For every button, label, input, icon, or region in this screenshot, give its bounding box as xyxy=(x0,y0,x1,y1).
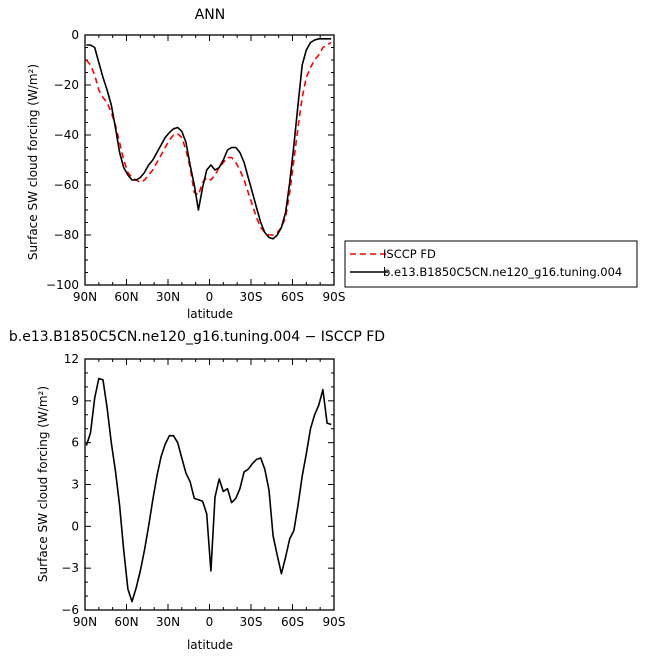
x-tick-label: 30S xyxy=(240,615,263,629)
y-tick-label: −60 xyxy=(54,178,79,192)
series-line-model xyxy=(86,37,332,240)
bottom-series-group xyxy=(85,377,332,603)
top-y-axis-label: Surface SW cloud forcing (W/m²) xyxy=(26,64,40,260)
top-series-group xyxy=(85,37,332,240)
bottom-y-axis-label: Surface SW cloud forcing (W/m²) xyxy=(36,386,50,582)
y-tick-label: 0 xyxy=(71,519,79,533)
top-panel: ANN 90N 60N 30N 0 30S 60S 90S 0 −20 −40 −60 −80 −100… xyxy=(26,7,638,321)
x-tick-label: 90N xyxy=(73,290,97,304)
x-tick-label: 0 xyxy=(206,615,214,629)
x-tick-label: 30S xyxy=(240,290,263,304)
x-tick-label: 60S xyxy=(281,290,304,304)
y-tick-label: 0 xyxy=(71,28,79,42)
series-line-difference xyxy=(85,377,332,603)
x-tick-label: 60N xyxy=(114,615,138,629)
legend-label-isccp: ISCCP FD xyxy=(383,247,436,261)
x-tick-label: 30N xyxy=(156,615,180,629)
bottom-x-axis-label: latitude xyxy=(187,638,233,652)
x-tick-label: 90S xyxy=(323,290,346,304)
bottom-axis-ticks: 90N 60N 30N 0 30S 60S 90S 12 9 6 3 0 −3 −6 xyxy=(61,352,345,629)
y-tick-label: −6 xyxy=(61,603,79,617)
x-tick-label: 60N xyxy=(114,290,138,304)
x-tick-label: 60S xyxy=(281,615,304,629)
x-tick-label: 90N xyxy=(73,615,97,629)
legend-box xyxy=(344,240,638,288)
bottom-chart-title: b.e13.B1850C5CN.ne120_g16.tuning.004 − I… xyxy=(9,329,385,345)
y-tick-label: 3 xyxy=(71,478,79,492)
top-x-axis-label: latitude xyxy=(187,307,233,321)
x-tick-label: 30N xyxy=(156,290,180,304)
y-tick-label: −20 xyxy=(54,78,79,92)
y-tick-label: −100 xyxy=(46,278,79,292)
y-tick-label: 6 xyxy=(71,436,79,450)
top-axis-ticks: 90N 60N 30N 0 30S 60S 90S 0 −20 −40 −60 −80 −100 xyxy=(46,28,345,304)
y-tick-label: 9 xyxy=(71,394,79,408)
x-tick-label: 90S xyxy=(323,615,346,629)
bottom-panel: b.e13.B1850C5CN.ne120_g16.tuning.004 − I… xyxy=(9,329,385,652)
bottom-plot-frame xyxy=(84,358,335,611)
top-legend: ISCCP FD b.e13.B1850C5CN.ne120_g16.tunin… xyxy=(344,240,638,288)
y-tick-label: 12 xyxy=(64,352,79,366)
top-plot-frame xyxy=(84,34,335,286)
y-tick-label: −80 xyxy=(54,228,79,242)
y-tick-label: −40 xyxy=(54,128,79,142)
y-tick-label: −3 xyxy=(61,561,79,575)
top-chart-title: ANN xyxy=(195,7,226,23)
x-tick-label: 0 xyxy=(206,290,214,304)
legend-label-model: b.e13.B1850C5CN.ne120_g16.tuning.004 xyxy=(383,265,622,279)
